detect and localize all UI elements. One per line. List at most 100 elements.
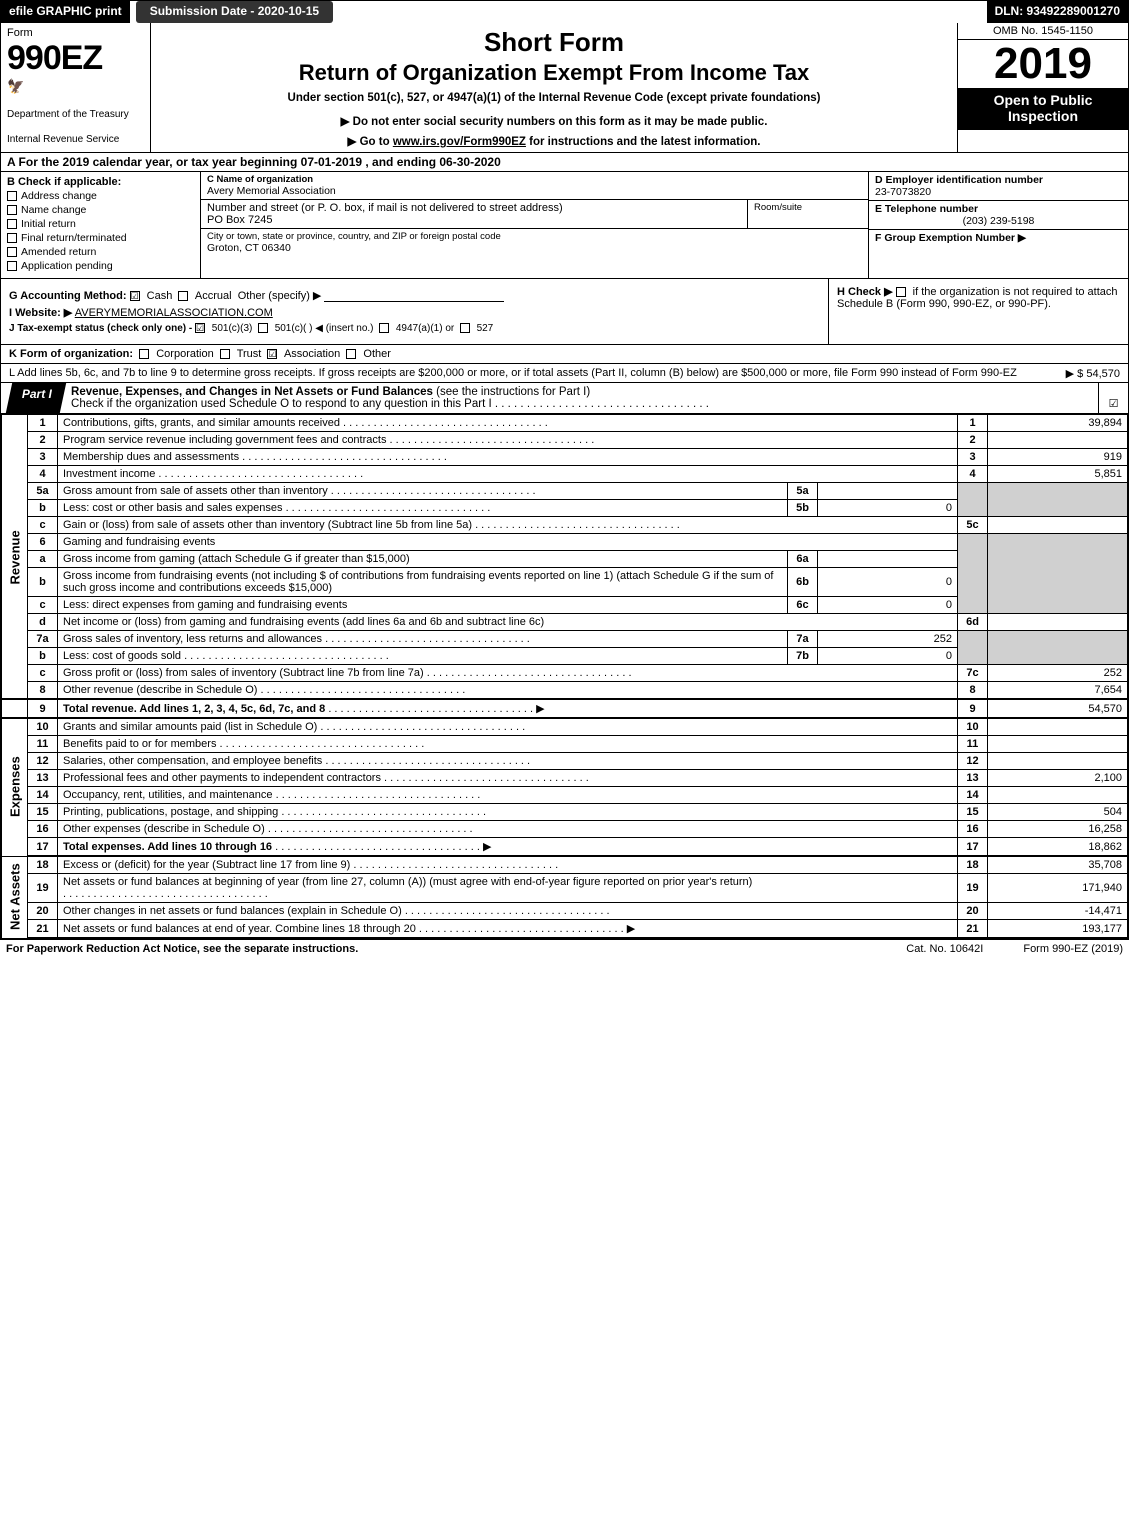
shade: [988, 631, 1128, 648]
ln10-text: Grants and similar amounts paid (list in…: [63, 721, 317, 733]
ln5c-num: c: [28, 517, 58, 534]
part1-checkbox[interactable]: ☑: [1098, 383, 1128, 413]
chk-application-pending[interactable]: [7, 261, 17, 271]
ln11-text: Benefits paid to or for members: [63, 738, 216, 750]
irs-link[interactable]: www.irs.gov/Form990EZ: [393, 136, 526, 148]
ln21-text: Net assets or fund balances at end of ye…: [63, 923, 416, 935]
lbl-other-specify: Other (specify) ▶: [238, 290, 322, 302]
chk-name-change[interactable]: [7, 205, 17, 215]
website-value[interactable]: AVERYMEMORIALASSOCIATION.COM: [75, 307, 273, 319]
gij-left: G Accounting Method: ☑ Cash Accrual Othe…: [1, 279, 828, 344]
ln6c-subamt: 0: [818, 597, 958, 614]
d-label: D Employer identification number: [875, 174, 1122, 186]
ln6a-sub: 6a: [788, 551, 818, 568]
lbl-initial-return: Initial return: [21, 218, 76, 230]
chk-address-change[interactable]: [7, 191, 17, 201]
ln14-rnum: 14: [958, 787, 988, 804]
lbl-application-pending: Application pending: [21, 260, 113, 272]
part1-header: Part I Revenue, Expenses, and Changes in…: [1, 383, 1128, 414]
chk-assoc[interactable]: ☑: [267, 349, 277, 359]
h-box: H Check ▶ if the organization is not req…: [828, 279, 1128, 344]
chk-501c[interactable]: [258, 323, 268, 333]
part1-check-line: Check if the organization used Schedule …: [71, 398, 492, 410]
ln6d-amt: [988, 614, 1128, 631]
chk-4947[interactable]: [379, 323, 389, 333]
dept-treasury: Department of the Treasury: [7, 109, 144, 120]
org-name: Avery Memorial Association: [207, 185, 862, 197]
ln7c-num: c: [28, 665, 58, 682]
g-label: G Accounting Method:: [9, 290, 127, 302]
ln5a-num: 5a: [28, 483, 58, 500]
ln3-text: Membership dues and assessments: [63, 451, 239, 463]
ln5a-subamt: [818, 483, 958, 500]
ln21-rnum: 21: [958, 920, 988, 939]
ln6b-subamt: 0: [818, 568, 958, 597]
room-suite-label: Room/suite: [748, 200, 868, 228]
form-header: Form 990EZ 🦅 Department of the Treasury …: [1, 23, 1128, 153]
header-mid: Short Form Return of Organization Exempt…: [151, 23, 958, 152]
chk-501c3[interactable]: ☑: [195, 323, 205, 333]
addr-label: Number and street (or P. O. box, if mail…: [207, 202, 741, 214]
f-label: F Group Exemption Number ▶: [875, 232, 1122, 244]
chk-other[interactable]: [346, 349, 356, 359]
shade: [958, 500, 988, 517]
ln1-text: Contributions, gifts, grants, and simila…: [63, 417, 340, 429]
chk-trust[interactable]: [220, 349, 230, 359]
lbl-accrual: Accrual: [195, 290, 232, 302]
paperwork-notice: For Paperwork Reduction Act Notice, see …: [6, 943, 866, 955]
ln15-amt: 504: [988, 804, 1128, 821]
lbl-assoc: Association: [284, 348, 340, 360]
chk-527[interactable]: [460, 323, 470, 333]
ln7c-text: Gross profit or (loss) from sales of inv…: [63, 667, 424, 679]
chk-corp[interactable]: [139, 349, 149, 359]
e-label: E Telephone number: [875, 203, 1122, 215]
ln17-num: 17: [28, 838, 58, 857]
note-goto: ▶ Go to www.irs.gov/Form990EZ for instru…: [157, 134, 951, 148]
ln7a-subamt: 252: [818, 631, 958, 648]
ln7a-sub: 7a: [788, 631, 818, 648]
lbl-final-return: Final return/terminated: [21, 232, 127, 244]
ln6d-rnum: 6d: [958, 614, 988, 631]
form-990ez-page: efile GRAPHIC print Submission Date - 20…: [0, 0, 1129, 940]
ln4-rnum: 4: [958, 466, 988, 483]
ln15-num: 15: [28, 804, 58, 821]
blank: [2, 699, 28, 718]
ln17-amt: 18,862: [988, 838, 1128, 857]
form-word: Form: [7, 27, 144, 39]
irs-eagle-icon: 🦅: [7, 78, 144, 95]
subtitle: Under section 501(c), 527, or 4947(a)(1)…: [157, 92, 951, 104]
ln17-rnum: 17: [958, 838, 988, 857]
ln6c-text: Less: direct expenses from gaming and fu…: [63, 599, 347, 611]
ln5c-amt: [988, 517, 1128, 534]
efile-label: efile GRAPHIC print: [1, 1, 130, 23]
ln18-text: Excess or (deficit) for the year (Subtra…: [63, 859, 350, 871]
ln13-num: 13: [28, 770, 58, 787]
gh-block: G Accounting Method: ☑ Cash Accrual Othe…: [1, 279, 1128, 345]
spacer: [333, 1, 986, 23]
lbl-corp: Corporation: [156, 348, 213, 360]
shade: [958, 648, 988, 665]
chk-amended-return[interactable]: [7, 247, 17, 257]
ln2-num: 2: [28, 432, 58, 449]
shade: [988, 500, 1128, 517]
h-label: H Check ▶: [837, 286, 893, 298]
ln9-num: 9: [28, 699, 58, 718]
chk-final-return[interactable]: [7, 233, 17, 243]
ln9-text: Total revenue. Add lines 1, 2, 3, 4, 5c,…: [63, 703, 325, 715]
ln14-num: 14: [28, 787, 58, 804]
chk-initial-return[interactable]: [7, 219, 17, 229]
ln6-text: Gaming and fundraising events: [58, 534, 958, 551]
chk-cash[interactable]: ☑: [130, 291, 140, 301]
ln2-rnum: 2: [958, 432, 988, 449]
lbl-trust: Trust: [237, 348, 262, 360]
ln10-num: 10: [28, 718, 58, 736]
l-text: L Add lines 5b, 6c, and 7b to line 9 to …: [9, 367, 1017, 379]
ln5a-text: Gross amount from sale of assets other t…: [63, 485, 328, 497]
title-return: Return of Organization Exempt From Incom…: [157, 60, 951, 86]
ln21-num: 21: [28, 920, 58, 939]
title-short-form: Short Form: [157, 27, 951, 58]
j-label: J Tax-exempt status (check only one) -: [9, 323, 192, 334]
ln6c-sub: 6c: [788, 597, 818, 614]
chk-accrual[interactable]: [178, 291, 188, 301]
chk-h[interactable]: [896, 287, 906, 297]
